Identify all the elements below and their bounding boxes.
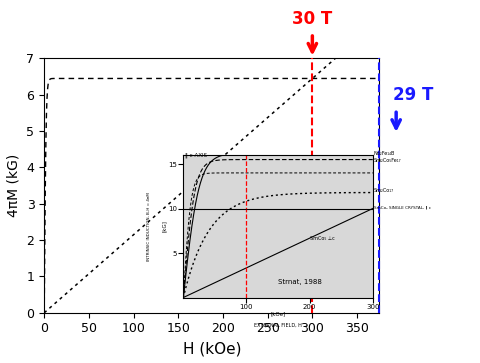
Text: 29 T: 29 T	[393, 86, 433, 104]
Text: 30 T: 30 T	[292, 10, 333, 28]
X-axis label: H (kOe): H (kOe)	[182, 341, 241, 356]
Y-axis label: 4πM (kG): 4πM (kG)	[7, 154, 21, 217]
